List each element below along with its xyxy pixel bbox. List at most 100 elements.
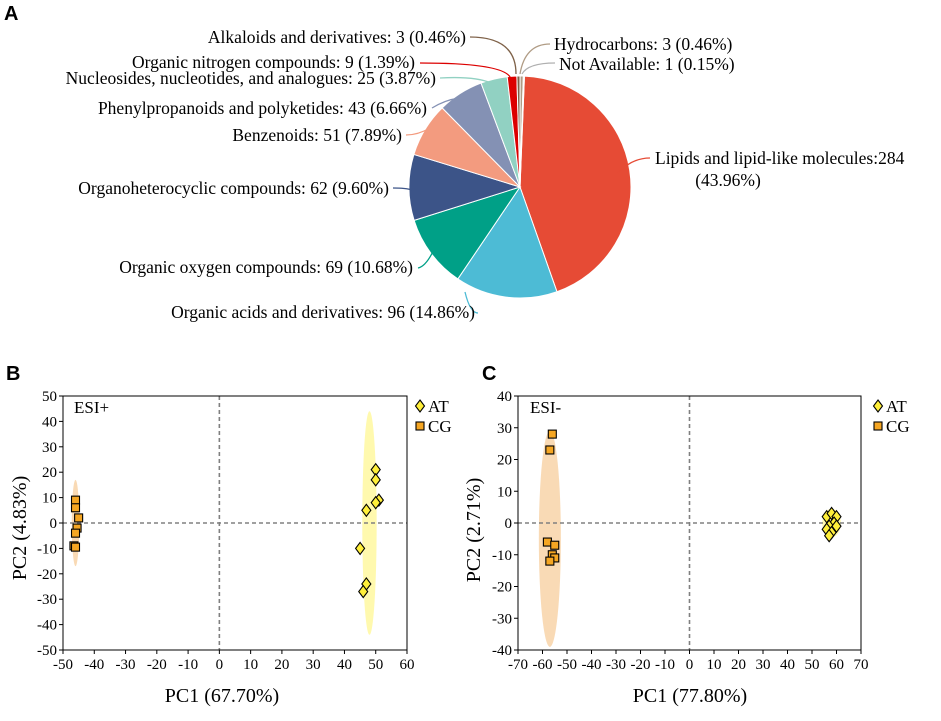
x-tick-label-b-10: 10: [243, 657, 258, 673]
y-tick-label-b-30: -30: [37, 592, 57, 608]
legend-c: AT CG: [872, 397, 910, 436]
y-tick-label-c-40: 40: [497, 389, 512, 405]
leader-nitrogen: [419, 62, 512, 81]
y-tick-label-c-40: -40: [492, 643, 512, 659]
zero-lines-c: [518, 396, 861, 650]
x-tick-label-c-20: -20: [631, 657, 651, 673]
leader-organic-acids: [464, 291, 479, 314]
legend-b: AT CG: [414, 397, 452, 436]
pca-plot-c: -70 -60 -50 -40 -30 -20 -10 0 10 20 30 40 50 60 70 -40…: [463, 389, 910, 707]
y-tick-label-b-20: 20: [42, 465, 57, 481]
y-tick-label-b-0: 0: [50, 516, 58, 532]
leader-nucleosides: [439, 76, 492, 84]
x-tick-label-c-50: -50: [557, 657, 577, 673]
y-tick-label-b-10: 10: [42, 491, 57, 507]
leader-alkaloids: [469, 36, 517, 75]
legend-label-cg-c: CG: [886, 417, 910, 436]
x-tick-label-c-30: -30: [606, 657, 626, 673]
point-at-b-5: [354, 541, 366, 556]
x-tick-label-b-50: 50: [368, 657, 383, 673]
pie-label-lipids-pct: (43.96%): [695, 170, 761, 190]
x-tick-label-c-60: -60: [533, 657, 553, 673]
point-cg-c-1: [545, 445, 555, 455]
points-b: [69, 462, 385, 599]
pie-slices: [408, 75, 632, 299]
legend-label-cg-b: CG: [428, 417, 452, 436]
point-cg-b-0: [70, 495, 81, 505]
panel-letter-a: A: [4, 3, 18, 25]
y-tick-label-c-0: 0: [505, 516, 513, 532]
point-cg-c-6: [545, 556, 555, 566]
pie-label-nitrogen: Organic nitrogen compounds: 9 (1.39%): [132, 52, 415, 72]
zero-lines-b: [63, 396, 407, 650]
pie-label-alkaloids: Alkaloids and derivatives: 3 (0.46%): [208, 27, 466, 47]
x-tick-label-c-40: -40: [582, 657, 602, 673]
point-at-b-1: [370, 472, 381, 487]
legend-diamond-c: [872, 399, 884, 413]
legend-marker-at-c: [872, 399, 884, 413]
point-cg-b-2: [74, 513, 84, 523]
point-at-b-4: [361, 503, 372, 518]
y-tick-label-b-30: 30: [42, 440, 57, 456]
leader-heterocyclic: [392, 187, 413, 191]
x-tick-label-c-10: -10: [655, 657, 675, 673]
point-at-b-7: [358, 584, 369, 599]
x-tick-label-c-10: 10: [707, 657, 722, 673]
y-tick-label-c-10: 10: [497, 484, 512, 500]
x-tick-label-c-50: 50: [805, 657, 820, 673]
pie-label-not-available: Not Available: 1 (0.15%): [559, 54, 735, 74]
pie-label-benzenoids: Benzenoids: 51 (7.89%): [232, 125, 402, 145]
pie-chart: Lipids and lipid-like molecules:284 (43.…: [66, 27, 905, 322]
pie-slice-organic-acids-and-derivatives: [457, 185, 558, 299]
legend-marker-at-b: [414, 399, 426, 413]
legend-marker-cg-c: [873, 421, 883, 431]
point-cg-b-4: [70, 528, 81, 538]
leader-oxygen: [417, 239, 439, 269]
y-ticks-c: -40 -30 -20 -10 0 10 20 30 40: [492, 389, 518, 659]
pie-label-nucleosides: Nucleosides, nucleotides, and analogues:…: [66, 68, 436, 88]
leader-hydrocarbons: [519, 43, 551, 75]
pie-slice-organic-oxygen-compounds: [413, 186, 522, 280]
y-tick-label-c-20: -20: [492, 580, 512, 596]
point-cg-c-0: [547, 429, 557, 439]
pie-label-heterocyclic: Organoheterocyclic compounds: 62 (9.60%): [78, 178, 389, 198]
pie-leaders: [392, 36, 651, 314]
point-at-c-8: [823, 528, 835, 543]
points-c: [542, 429, 842, 566]
x-tick-label-b-0: 0: [216, 657, 224, 673]
x-tick-label-b-20: -20: [147, 657, 167, 673]
pie-label-oxygen: Organic oxygen compounds: 69 (10.68%): [119, 257, 413, 277]
x-tick-label-c-70: 70: [854, 657, 869, 673]
pie-label-lipids: Lipids and lipid-like molecules:284: [655, 148, 905, 168]
annotation-esi-plus: ESI+: [74, 398, 109, 417]
leader-lipids: [617, 157, 651, 174]
legend-label-at-b: AT: [428, 397, 449, 416]
legend-diamond-b: [414, 399, 426, 413]
y-tick-label-b-50: 50: [42, 389, 57, 405]
x-tick-label-b-30: -30: [116, 657, 136, 673]
pie-slice-not-available: [519, 75, 525, 188]
x-tick-label-b-20: 20: [274, 657, 289, 673]
y-tick-label-c-10: -10: [492, 548, 512, 564]
pie-label-phenylpropanoids: Phenylpropanoids and polyketides: 43 (6.…: [98, 98, 427, 118]
point-cg-b-6: [70, 542, 81, 552]
y-axis-label-b: PC2 (4.83%): [9, 476, 31, 580]
annotation-esi-minus: ESI-: [530, 398, 562, 417]
x-ticks-c: -70 -60 -50 -40 -30 -20 -10 0 10 20 30 40 50 60 70: [508, 650, 869, 673]
y-axis-label-c: PC2 (2.71%): [463, 478, 485, 582]
panel-letter-c: C: [482, 363, 496, 385]
x-tick-label-c-0: 0: [686, 657, 694, 673]
y-ticks-b: -50 -40 -30 -20 -10 0 10 20 30 40 50: [37, 389, 63, 659]
x-tick-label-c-40: 40: [780, 657, 795, 673]
legend-label-at-c: AT: [886, 397, 907, 416]
leader-benzenoids: [405, 127, 431, 136]
pie-label-organic-acids: Organic acids and derivatives: 96 (14.86…: [171, 302, 475, 322]
point-at-b-3: [370, 495, 381, 510]
x-ticks-b: -50 -40 -30 -20 -10 0 10 20 30 40 50 60: [53, 650, 415, 673]
legend-marker-cg-b: [415, 421, 425, 431]
y-tick-label-c-30: -30: [492, 611, 512, 627]
x-axis-label-b: PC1 (67.70%): [165, 685, 279, 707]
x-tick-label-c-30: 30: [756, 657, 771, 673]
